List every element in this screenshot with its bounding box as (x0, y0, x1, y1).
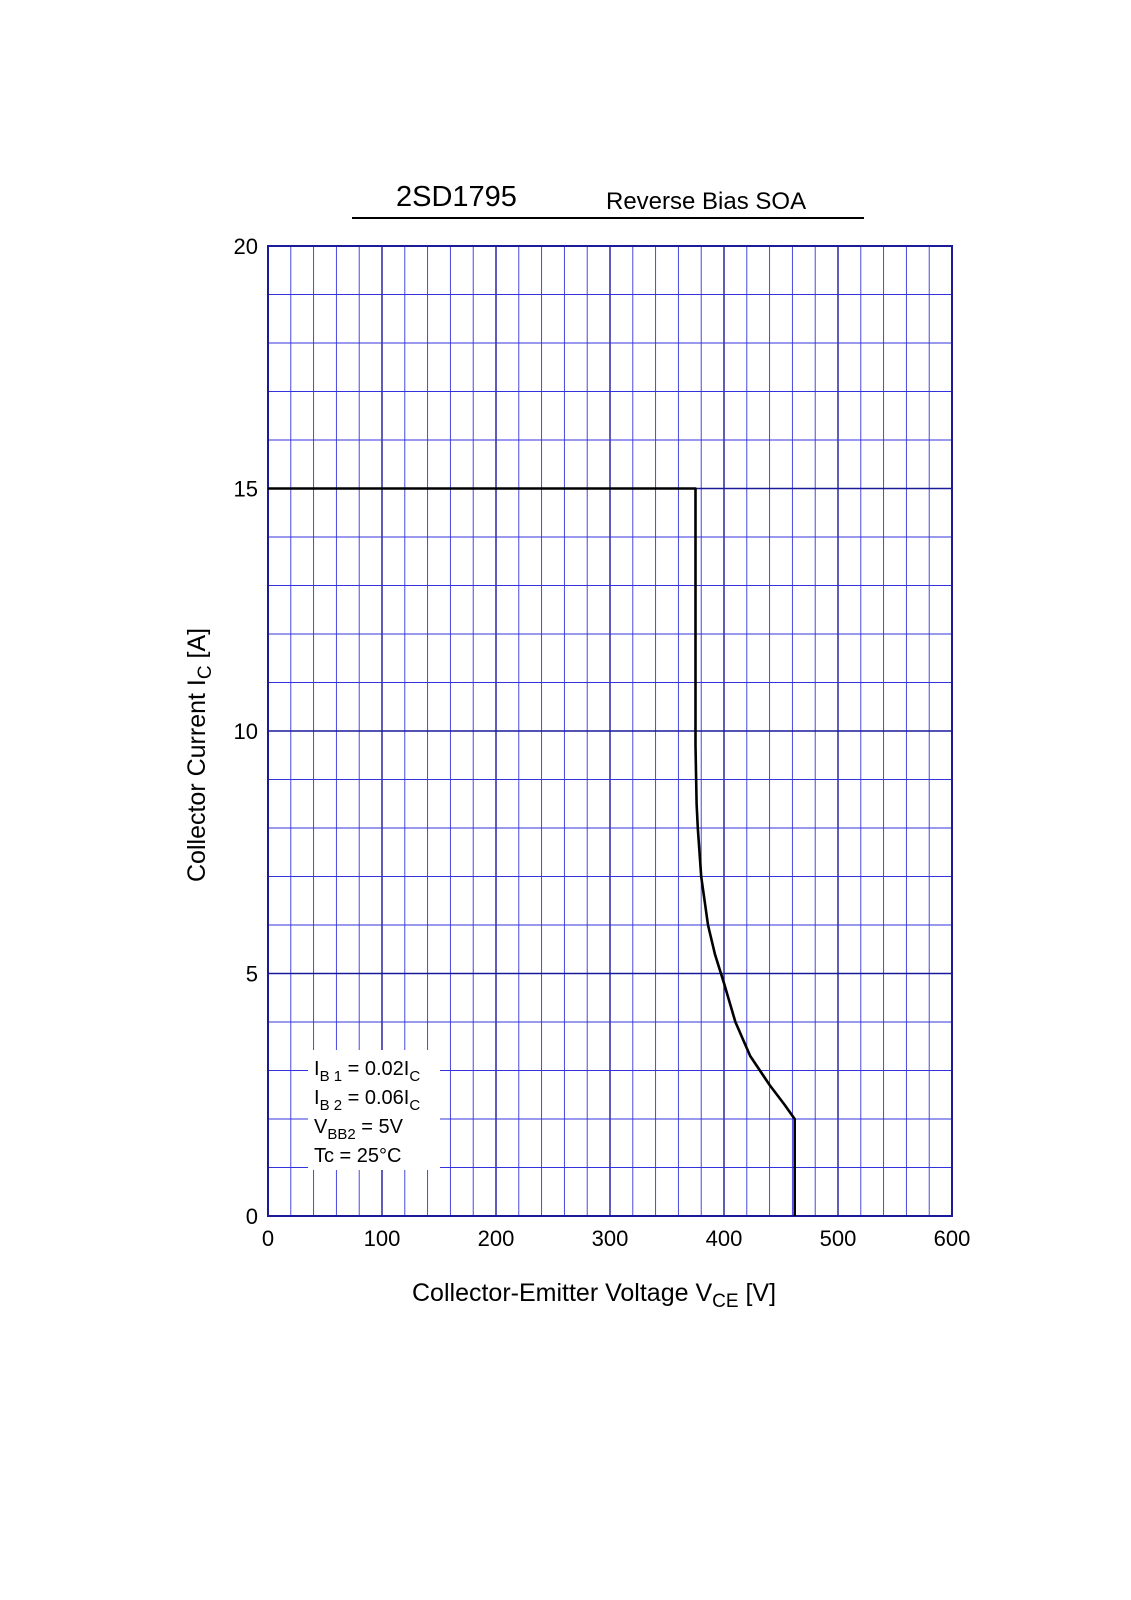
y-tick-label: 15 (234, 477, 258, 502)
y-tick-label: 20 (234, 234, 258, 259)
y-tick-label: 0 (246, 1204, 258, 1229)
x-tick-label: 400 (706, 1226, 743, 1251)
annotation-tc: Tc = 25°C (314, 1145, 401, 1167)
chart-header: 2SD1795 Reverse Bias SOA (352, 181, 864, 219)
x-tick-label: 300 (592, 1226, 629, 1251)
annotation-ib2: IB 2 = 0.06IC (314, 1087, 420, 1114)
grid (267, 245, 953, 1217)
x-tick-label: 100 (364, 1226, 401, 1251)
annotation-vbb2: VBB2 = 5V (314, 1116, 404, 1143)
annotation-background (308, 1050, 440, 1170)
soa-curve (268, 487, 796, 1216)
x-tick-label: 200 (478, 1226, 515, 1251)
x-tick-labels: 0 100 200 300 400 500 600 (262, 1226, 970, 1251)
plot-area-border (267, 245, 953, 1217)
y-tick-labels: 0 5 10 15 20 (234, 234, 258, 1229)
plot-frame (267, 245, 953, 1217)
soa-curve-group (268, 487, 796, 1216)
x-axis-label: Collector-Emitter Voltage VCE [V] (412, 1279, 776, 1312)
x-tick-label: 500 (820, 1226, 857, 1251)
chart-title: 2SD1795 (396, 181, 517, 213)
conditions-annotation: IB 1 = 0.02IC IB 2 = 0.06IC VBB2 = 5V Tc… (308, 1050, 440, 1170)
y-tick-label: 10 (234, 719, 258, 744)
annotation-ib1: IB 1 = 0.02IC (314, 1058, 420, 1085)
x-tick-label: 0 (262, 1226, 274, 1251)
y-axis-label: Collector Current IC [A] (183, 628, 216, 882)
x-tick-label: 600 (934, 1226, 971, 1251)
chart-subtitle: Reverse Bias SOA (606, 188, 806, 215)
y-tick-label: 5 (246, 962, 258, 987)
